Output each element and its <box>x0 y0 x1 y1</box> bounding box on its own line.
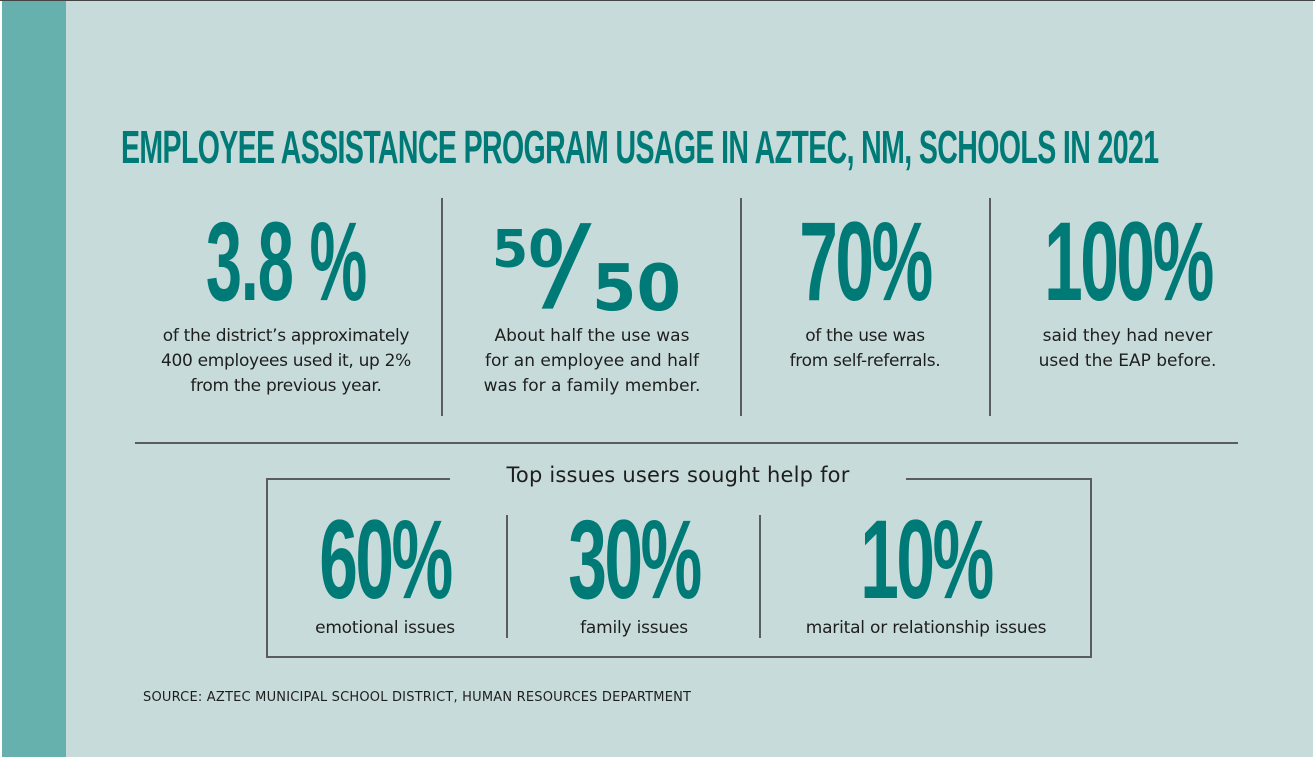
top-issues-box <box>266 478 1092 658</box>
stat-first-time-users: 100% said they had never used the EAP be… <box>1000 206 1255 374</box>
issue-label: family issues <box>580 618 688 638</box>
stat-description: of the district’s approximately 400 empl… <box>160 326 412 396</box>
stat-value-fraction: 50 / 50 <box>492 202 682 326</box>
divider <box>506 515 508 638</box>
source-note: SOURCE: AZTEC MUNICIPAL SCHOOL DISTRICT,… <box>143 690 692 705</box>
stat-description: About half the use was for an employee a… <box>483 326 701 396</box>
issue-family: 30% family issues <box>518 497 750 639</box>
issue-value: 10% <box>860 497 994 622</box>
issue-value: 60% <box>319 497 453 622</box>
stat-description: said they had never used the EAP before. <box>1038 326 1217 371</box>
top-issues-heading: Top issues users sought help for <box>506 463 850 487</box>
box-top-border-left <box>266 478 450 480</box>
section-divider <box>135 442 1238 444</box>
top-border <box>0 0 1315 1</box>
issue-marital-relationship: 10% marital or relationship issues <box>772 497 1080 639</box>
stat-value: 100% <box>1043 199 1214 324</box>
issue-label: marital or relationship issues <box>805 618 1047 638</box>
side-accent-strip <box>2 1 66 757</box>
infographic-title: EMPLOYEE ASSISTANCE PROGRAM USAGE IN AZT… <box>121 121 1159 173</box>
stat-self-referrals: 70% of the use was from self-referrals. <box>750 206 980 374</box>
divider <box>759 515 761 638</box>
issue-value: 30% <box>568 497 702 622</box>
stat-value: 3.8 % <box>205 199 367 324</box>
stat-employee-usage: 3.8 % of the district’s approximately 40… <box>146 206 426 399</box>
stat-value: 70% <box>799 199 933 324</box>
divider <box>441 198 443 416</box>
stat-description: of the use was from self-referrals. <box>789 326 941 371</box>
divider <box>740 198 742 416</box>
issue-emotional: 60% emotional issues <box>270 497 500 639</box>
issue-label: emotional issues <box>315 618 455 638</box>
divider <box>989 198 991 416</box>
stat-employee-family-split: 50 / 50 About half the use was for an em… <box>452 202 732 399</box>
box-top-border-right <box>906 478 1090 480</box>
